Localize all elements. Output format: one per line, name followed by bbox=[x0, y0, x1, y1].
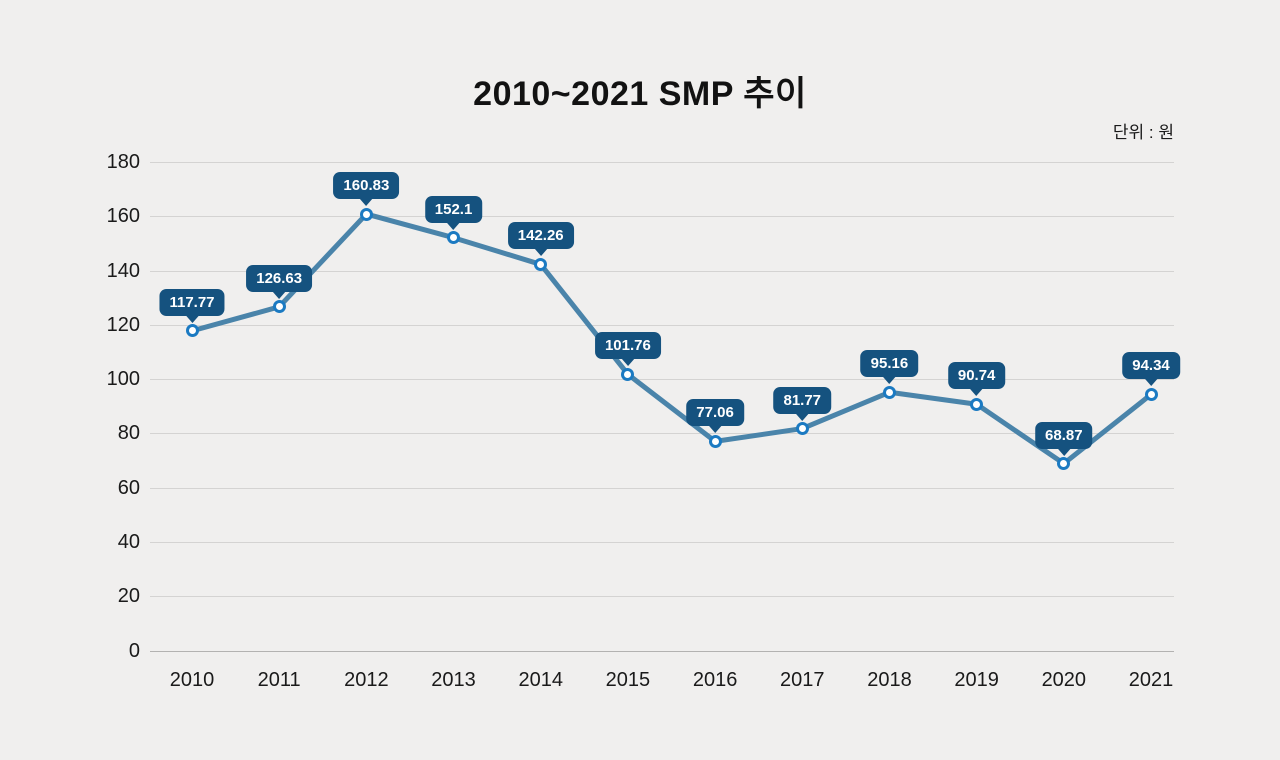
data-point-label: 152.1 bbox=[424, 195, 483, 223]
data-point-label: 94.34 bbox=[1122, 352, 1180, 380]
data-point-marker bbox=[185, 324, 199, 338]
x-axis-tick-label: 2020 bbox=[1041, 669, 1087, 691]
data-point-marker bbox=[708, 434, 722, 448]
gridline bbox=[150, 487, 1174, 489]
data-point-label: 117.77 bbox=[159, 288, 225, 316]
data-point-label: 95.16 bbox=[860, 350, 919, 378]
y-axis-tick-label: 40 bbox=[117, 530, 140, 553]
y-axis-tick-label: 140 bbox=[106, 259, 140, 282]
data-point-marker bbox=[1144, 387, 1158, 401]
y-axis-tick-label: 0 bbox=[128, 639, 140, 662]
gridline bbox=[150, 596, 1174, 598]
gridline bbox=[150, 433, 1174, 435]
x-axis-tick-label: 2015 bbox=[605, 669, 651, 691]
data-point-marker bbox=[970, 397, 984, 411]
x-axis-tick-label: 2018 bbox=[867, 669, 912, 691]
data-point-label: 160.83 bbox=[333, 172, 400, 200]
data-point-marker bbox=[882, 385, 896, 399]
data-point-label: 142.26 bbox=[507, 222, 574, 250]
x-axis-tick-label: 2017 bbox=[780, 669, 825, 691]
y-axis-tick-label: 160 bbox=[106, 205, 140, 228]
data-point-label: 81.77 bbox=[773, 386, 832, 414]
data-point-label: 77.06 bbox=[686, 399, 744, 427]
x-axis-tick-label: 2019 bbox=[954, 669, 999, 691]
chart-title: 2010~2021 SMP 추이 bbox=[473, 75, 807, 113]
data-point-marker bbox=[1057, 457, 1071, 471]
y-axis-tick-label: 100 bbox=[106, 368, 140, 391]
x-axis-tick-label: 2013 bbox=[431, 669, 476, 691]
data-point-marker bbox=[534, 257, 548, 271]
y-axis-tick-label: 20 bbox=[117, 585, 140, 608]
data-point-marker bbox=[272, 300, 286, 314]
gridline bbox=[150, 324, 1174, 326]
x-axis-tick-label: 2016 bbox=[692, 669, 738, 691]
y-axis-tick-label: 60 bbox=[117, 476, 140, 499]
x-axis-tick-label: 2011 bbox=[257, 669, 301, 691]
data-point-label: 68.87 bbox=[1035, 421, 1093, 449]
data-point-label: 126.63 bbox=[246, 264, 313, 292]
x-axis-tick-label: 2021 bbox=[1128, 669, 1174, 691]
series-polyline bbox=[189, 211, 1154, 467]
x-axis-tick-label: 2014 bbox=[518, 669, 563, 691]
data-point-label: 101.76 bbox=[594, 332, 661, 360]
data-point-marker bbox=[621, 367, 635, 381]
gridline bbox=[150, 162, 1174, 163]
unit-label: 단위 : 원 bbox=[1112, 123, 1174, 142]
gridline bbox=[150, 379, 1174, 381]
data-point-marker bbox=[795, 422, 809, 436]
data-point-marker bbox=[447, 231, 461, 245]
y-axis-tick-label: 120 bbox=[106, 313, 140, 336]
data-point-label: 90.74 bbox=[947, 362, 1006, 390]
gridline bbox=[150, 270, 1174, 272]
y-axis-tick-label: 180 bbox=[106, 151, 140, 173]
x-axis-line bbox=[150, 650, 1174, 652]
y-axis-tick-label: 80 bbox=[117, 422, 140, 445]
gridline bbox=[150, 541, 1174, 543]
line-series bbox=[189, 211, 1154, 467]
gridline bbox=[150, 216, 1174, 218]
data-point-marker bbox=[359, 207, 373, 221]
x-axis-tick-label: 2010 bbox=[169, 669, 215, 691]
x-axis-tick-label: 2012 bbox=[344, 669, 389, 691]
